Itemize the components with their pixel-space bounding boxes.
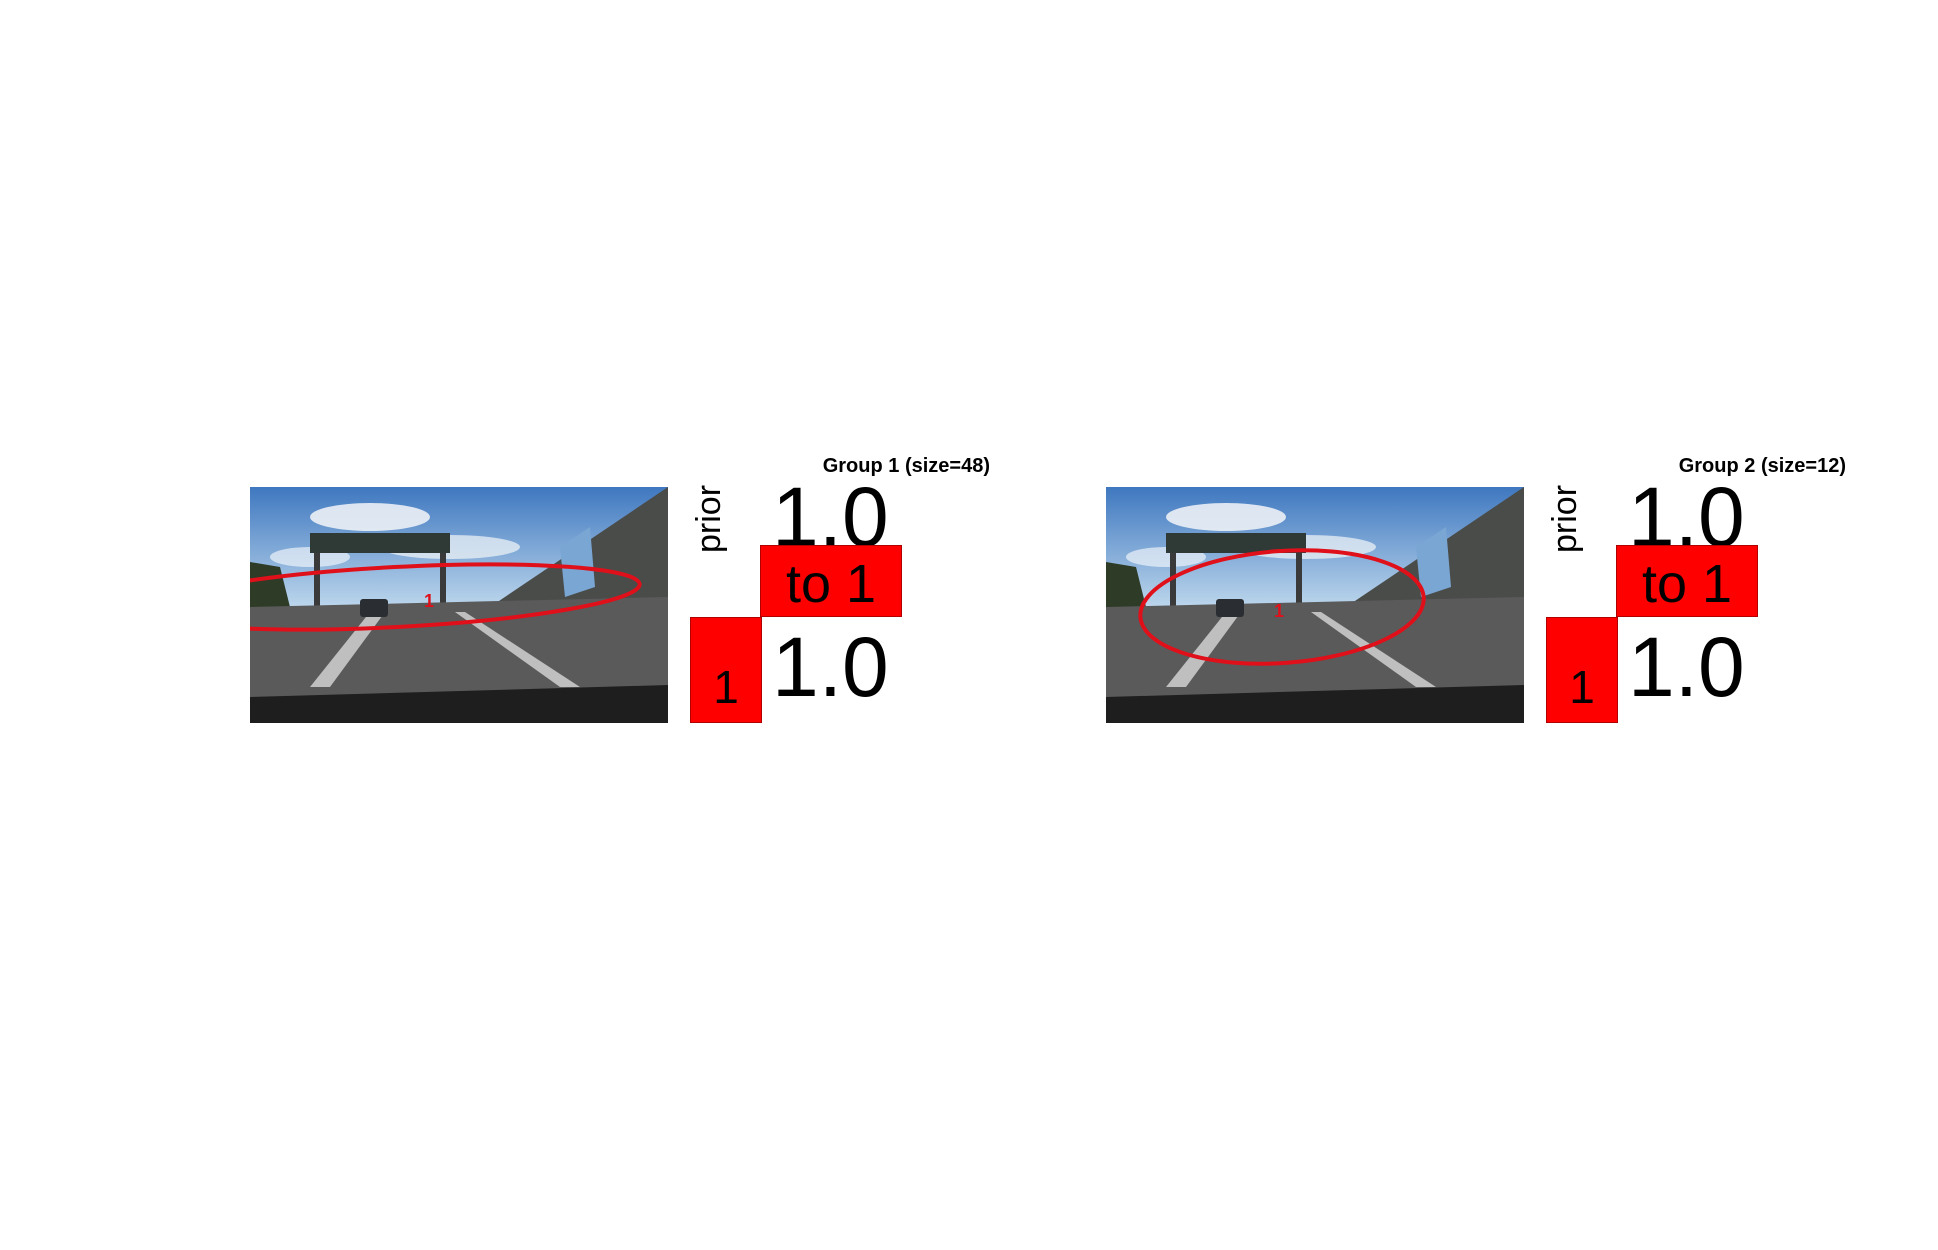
- transition-box: to 1: [1616, 545, 1758, 617]
- road-scene-photo: 1: [1106, 487, 1524, 723]
- bottom-value: 1.0: [772, 620, 889, 714]
- road-scene-photo: 1: [250, 487, 668, 723]
- marker-label: 1: [1274, 601, 1284, 621]
- legend: 1.0 1.0 prior to 1 1: [1546, 475, 1766, 723]
- legend: 1.0 1.0 prior to 1 1: [690, 475, 910, 723]
- group-title: Group 1 (size=48): [822, 455, 990, 477]
- group-panel-1: Group 1 (size=48) 1: [250, 455, 990, 745]
- prior-label: prior: [690, 484, 728, 553]
- state-box: 1: [690, 617, 762, 723]
- prior-label: prior: [1546, 484, 1584, 553]
- road-scene-icon: 1: [1106, 487, 1524, 723]
- group-panel-2: Group 2 (size=12) 1: [1106, 455, 1846, 745]
- state-box: 1: [1546, 617, 1618, 723]
- bottom-value: 1.0: [1628, 620, 1745, 714]
- road-scene-icon: 1: [250, 487, 668, 723]
- marker-label: 1: [424, 591, 434, 611]
- transition-box: to 1: [760, 545, 902, 617]
- group-title: Group 2 (size=12): [1678, 455, 1846, 477]
